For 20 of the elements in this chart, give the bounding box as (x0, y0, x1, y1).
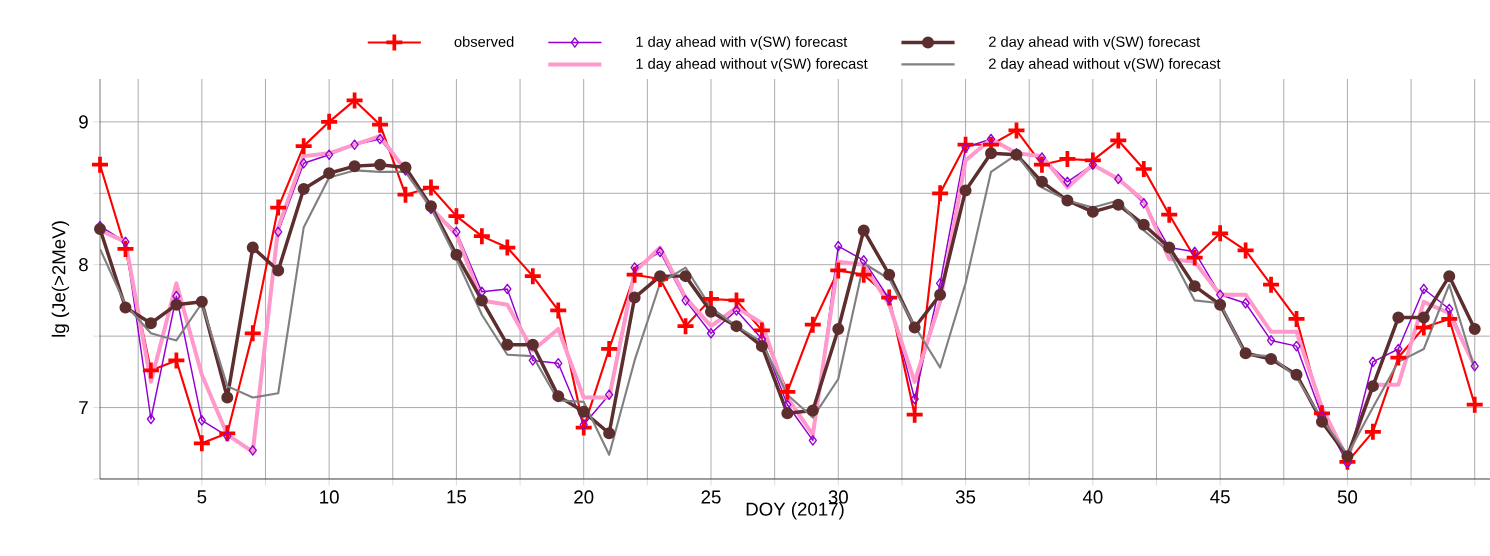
x-tick-label: 50 (1337, 490, 1358, 504)
legend-label: observed (454, 36, 514, 47)
legend-label: 1 day ahead without v(SW) forecast (636, 58, 868, 72)
x-axis-title: DOY (2017) (746, 502, 844, 520)
x-tick-label: 40 (1082, 490, 1103, 504)
x-tick-label: 10 (320, 490, 339, 504)
legend-label: 2 day ahead without v(SW) forecast (989, 58, 1221, 72)
y-axis-title: lg (Je(>2MeV) (51, 221, 70, 337)
x-tick-label: 35 (955, 490, 976, 504)
x-tick-label: 20 (574, 490, 594, 504)
x-tick-label: 15 (447, 490, 467, 504)
legend-label: 2 day ahead with v(SW) forecast (989, 36, 1201, 50)
y-tick-label: 9 (79, 115, 88, 129)
x-tick-label: 5 (197, 490, 207, 504)
y-tick-label: 8 (79, 258, 88, 272)
x-tick-label: 25 (701, 490, 721, 504)
y-tick-label: 7 (79, 401, 88, 414)
legend-label: 1 day ahead with v(SW) forecast (636, 36, 848, 50)
x-tick-label: 45 (1210, 490, 1230, 504)
x-tick-label: 30 (828, 490, 848, 504)
